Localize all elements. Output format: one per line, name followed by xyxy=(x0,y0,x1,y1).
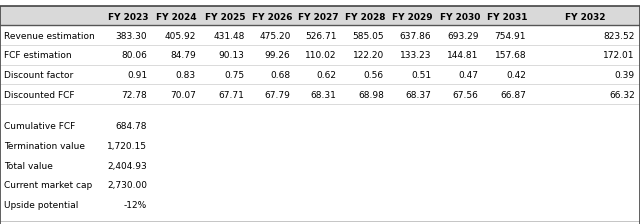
Text: -12%: -12% xyxy=(124,201,147,210)
Text: 68.31: 68.31 xyxy=(311,91,337,100)
Text: 68.98: 68.98 xyxy=(358,91,384,100)
Text: 383.30: 383.30 xyxy=(116,32,147,41)
Text: 0.39: 0.39 xyxy=(615,71,635,80)
Bar xyxy=(0,6,640,25)
Text: Total value: Total value xyxy=(4,162,52,170)
Text: 133.23: 133.23 xyxy=(400,51,431,60)
Text: FY 2028: FY 2028 xyxy=(345,13,386,22)
Text: FY 2030: FY 2030 xyxy=(440,13,481,22)
Text: FY 2026: FY 2026 xyxy=(252,13,293,22)
Text: Cumulative FCF: Cumulative FCF xyxy=(4,122,75,131)
Text: 0.75: 0.75 xyxy=(225,71,244,80)
Text: 0.68: 0.68 xyxy=(271,71,291,80)
Text: 637.86: 637.86 xyxy=(400,32,431,41)
Text: 66.32: 66.32 xyxy=(609,91,635,100)
Text: 2,404.93: 2,404.93 xyxy=(108,162,147,170)
Text: 585.05: 585.05 xyxy=(353,32,384,41)
Text: 84.79: 84.79 xyxy=(170,51,196,60)
Text: 67.79: 67.79 xyxy=(265,91,291,100)
Text: FY 2029: FY 2029 xyxy=(392,13,433,22)
Text: 0.47: 0.47 xyxy=(459,71,479,80)
Text: 99.26: 99.26 xyxy=(265,51,291,60)
Text: 157.68: 157.68 xyxy=(495,51,526,60)
Text: 0.91: 0.91 xyxy=(127,71,147,80)
Text: 431.48: 431.48 xyxy=(213,32,244,41)
Text: 0.62: 0.62 xyxy=(317,71,337,80)
Text: FY 2023: FY 2023 xyxy=(108,13,148,22)
Text: 67.56: 67.56 xyxy=(453,91,479,100)
Text: 110.02: 110.02 xyxy=(305,51,337,60)
Text: 67.71: 67.71 xyxy=(219,91,244,100)
Text: 144.81: 144.81 xyxy=(447,51,479,60)
Text: Upside potential: Upside potential xyxy=(4,201,78,210)
Text: 172.01: 172.01 xyxy=(604,51,635,60)
Text: FCF estimation: FCF estimation xyxy=(4,51,72,60)
Text: 754.91: 754.91 xyxy=(495,32,526,41)
Text: 0.83: 0.83 xyxy=(176,71,196,80)
Text: 405.92: 405.92 xyxy=(164,32,196,41)
Text: Discounted FCF: Discounted FCF xyxy=(4,91,74,100)
Text: 693.29: 693.29 xyxy=(447,32,479,41)
Text: 0.51: 0.51 xyxy=(412,71,431,80)
Text: 475.20: 475.20 xyxy=(259,32,291,41)
Text: 0.42: 0.42 xyxy=(506,71,526,80)
Text: FY 2025: FY 2025 xyxy=(205,13,246,22)
Text: 684.78: 684.78 xyxy=(116,122,147,131)
Text: 90.13: 90.13 xyxy=(219,51,244,60)
Text: 66.87: 66.87 xyxy=(500,91,526,100)
Text: 1,720.15: 1,720.15 xyxy=(107,142,147,151)
Text: 72.78: 72.78 xyxy=(122,91,147,100)
Text: 823.52: 823.52 xyxy=(604,32,635,41)
Text: Discount factor: Discount factor xyxy=(4,71,73,80)
Text: Termination value: Termination value xyxy=(4,142,85,151)
Text: FY 2032: FY 2032 xyxy=(565,13,606,22)
Text: 70.07: 70.07 xyxy=(170,91,196,100)
Text: 0.56: 0.56 xyxy=(364,71,384,80)
Text: 80.06: 80.06 xyxy=(122,51,147,60)
Text: FY 2027: FY 2027 xyxy=(298,13,339,22)
Text: 122.20: 122.20 xyxy=(353,51,384,60)
Text: 2,730.00: 2,730.00 xyxy=(107,181,147,190)
Text: 68.37: 68.37 xyxy=(406,91,431,100)
Text: Revenue estimation: Revenue estimation xyxy=(4,32,95,41)
Text: 526.71: 526.71 xyxy=(305,32,337,41)
Text: FY 2024: FY 2024 xyxy=(156,13,197,22)
Text: Current market cap: Current market cap xyxy=(4,181,92,190)
Text: FY 2031: FY 2031 xyxy=(487,13,528,22)
